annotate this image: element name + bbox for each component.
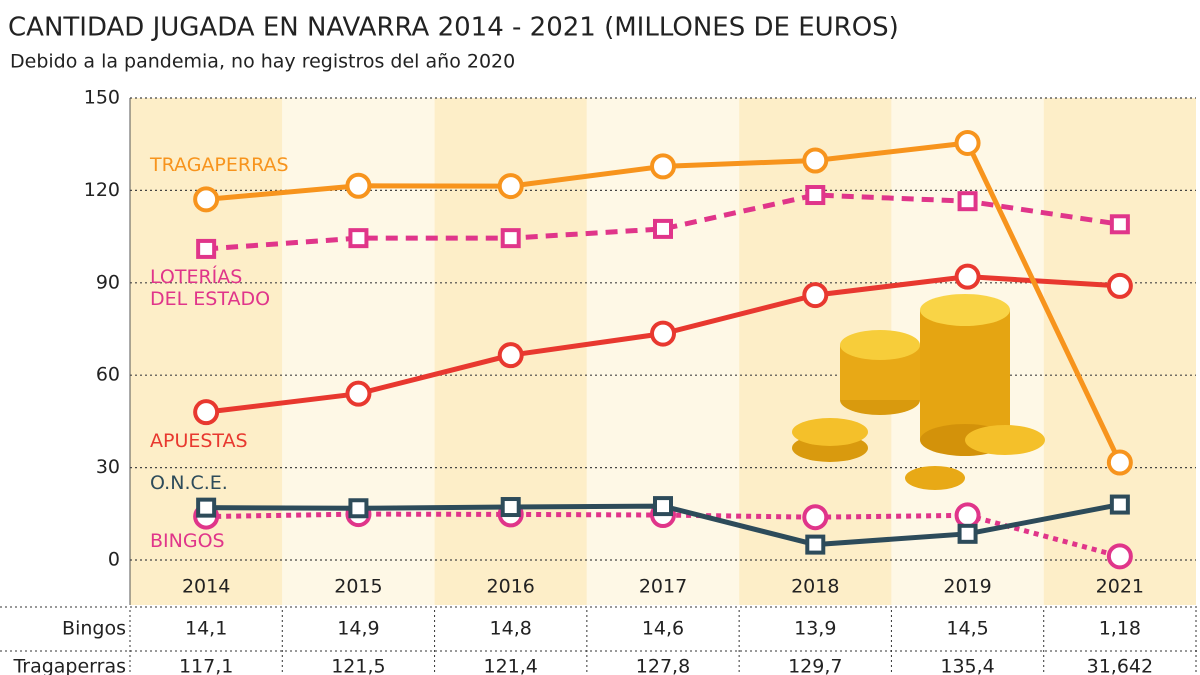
series-label: TRAGAPERRAS <box>150 154 289 176</box>
marker <box>497 342 524 369</box>
table-cell: 127,8 <box>636 656 690 675</box>
y-tick-label: 30 <box>96 456 120 478</box>
marker <box>802 147 829 174</box>
series-label: LOTERÍAS DEL ESTADO <box>150 266 271 310</box>
marker <box>653 496 673 517</box>
table-cell: 121,4 <box>484 656 538 675</box>
marker <box>345 172 372 199</box>
table-cell: 14,5 <box>946 618 988 640</box>
marker <box>805 534 826 555</box>
marker <box>500 497 521 518</box>
table-cell: 13,9 <box>794 618 836 640</box>
marker <box>957 523 978 544</box>
marker <box>196 497 217 518</box>
marker <box>653 218 673 239</box>
marker <box>650 320 676 347</box>
marker <box>954 129 981 156</box>
marker <box>348 498 369 519</box>
table-cell: 1,18 <box>1099 618 1141 640</box>
chart-title: CANTIDAD JUGADA EN NAVARRA 2014 - 2021 (… <box>8 13 899 43</box>
marker <box>196 238 217 259</box>
marker <box>802 504 829 531</box>
table-cell: 14,9 <box>337 618 379 640</box>
series-label: APUESTAS <box>150 430 248 452</box>
y-tick-label: 60 <box>96 364 120 386</box>
y-tick-label: 120 <box>84 179 120 201</box>
marker <box>650 153 676 180</box>
marker <box>1109 214 1130 235</box>
marker <box>500 228 521 249</box>
coins <box>792 294 1045 490</box>
table-cell: 117,1 <box>179 656 233 675</box>
marker <box>802 282 829 309</box>
marker <box>345 380 372 407</box>
y-tick-label: 150 <box>84 87 120 109</box>
marker <box>348 228 369 249</box>
marker <box>954 263 981 290</box>
table-cell: 129,7 <box>788 656 842 675</box>
series-label: O.N.C.E. <box>150 472 228 494</box>
marker <box>954 502 981 529</box>
marker <box>1106 272 1133 299</box>
y-tick-label: 90 <box>96 271 120 293</box>
x-tick-label: 2021 <box>1096 576 1144 598</box>
marker <box>497 173 524 200</box>
x-tick-label: 2019 <box>943 576 991 598</box>
table-cell: 121,5 <box>331 656 385 675</box>
series-label: BINGOS <box>150 530 225 552</box>
table-cell: 14,1 <box>185 618 227 640</box>
table-cell: 14,8 <box>490 618 532 640</box>
x-tick-label: 2017 <box>639 576 687 598</box>
table-cell: 31,642 <box>1087 656 1153 675</box>
marker <box>957 191 978 212</box>
marker <box>193 186 220 213</box>
x-tick-label: 2014 <box>182 576 230 598</box>
marker <box>193 399 220 426</box>
table-cell: 135,4 <box>940 656 994 675</box>
table-cell: 14,6 <box>642 618 684 640</box>
y-tick-label: 0 <box>108 549 120 571</box>
x-tick-label: 2016 <box>487 576 535 598</box>
x-tick-label: 2015 <box>334 576 382 598</box>
table-row-label: Tragaperras <box>12 656 126 675</box>
marker <box>805 185 826 206</box>
marker <box>1106 449 1133 476</box>
table-row-label: Bingos <box>62 618 126 640</box>
marker <box>1109 494 1130 515</box>
chart-subtitle: Debido a la pandemia, no hay registros d… <box>10 51 515 73</box>
marker <box>1106 543 1133 570</box>
x-tick-label: 2018 <box>791 576 839 598</box>
